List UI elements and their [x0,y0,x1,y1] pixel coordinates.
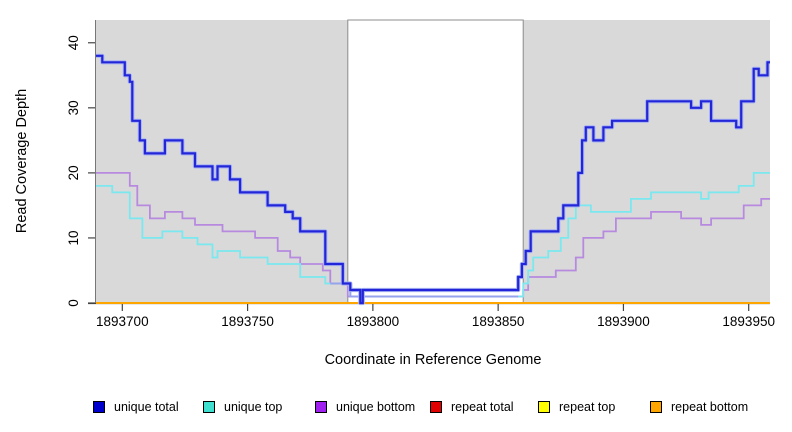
legend-label: unique bottom [336,400,416,414]
legend-swatch-repeat-bottom [650,401,662,413]
y-tick-label: 30 [66,100,81,115]
legend-item-unique-top: unique top [203,398,282,416]
legend-swatch-repeat-top [538,401,550,413]
legend-label: repeat total [451,400,514,414]
y-tick-label: 40 [66,35,81,50]
x-tick-label: 1893700 [96,314,149,329]
series-line-unique-top [96,172,770,298]
highlight-band [347,19,524,304]
series-line-unique-bottom [96,172,770,298]
y-axis-label: Read Coverage Depth [14,88,30,234]
legend-swatch-unique-bottom [315,401,327,413]
legend-label: repeat bottom [671,400,749,414]
legend-swatch-unique-top [203,401,215,413]
legend-label: unique top [224,400,283,414]
legend-label: repeat top [559,400,616,414]
x-axis-label: Coordinate in Reference Genome [324,352,542,368]
legend-item-repeat-bottom: repeat bottom [650,398,748,416]
y-tick-label: 0 [66,299,81,307]
legend-item-repeat-total: repeat total [430,398,514,416]
legend-item-repeat-top: repeat top [538,398,615,416]
x-tick-label: 1893900 [597,314,650,329]
legend-swatch-repeat-total [430,401,442,413]
x-tick-label: 1893850 [472,314,525,329]
legend-swatch-unique-total [93,401,105,413]
legend-item-unique-bottom: unique bottom [315,398,415,416]
legend-label: unique total [114,400,179,414]
y-tick-label: 10 [66,230,81,245]
y-tick-label: 20 [66,165,81,180]
legend-item-unique-total: unique total [93,398,179,416]
x-tick-label: 1893800 [347,314,400,329]
legend: unique total unique top unique bottom repea… [0,398,792,420]
x-tick-label: 1893950 [722,314,775,329]
series-line-unique-total [96,54,770,305]
x-tick-label: 1893750 [221,314,274,329]
